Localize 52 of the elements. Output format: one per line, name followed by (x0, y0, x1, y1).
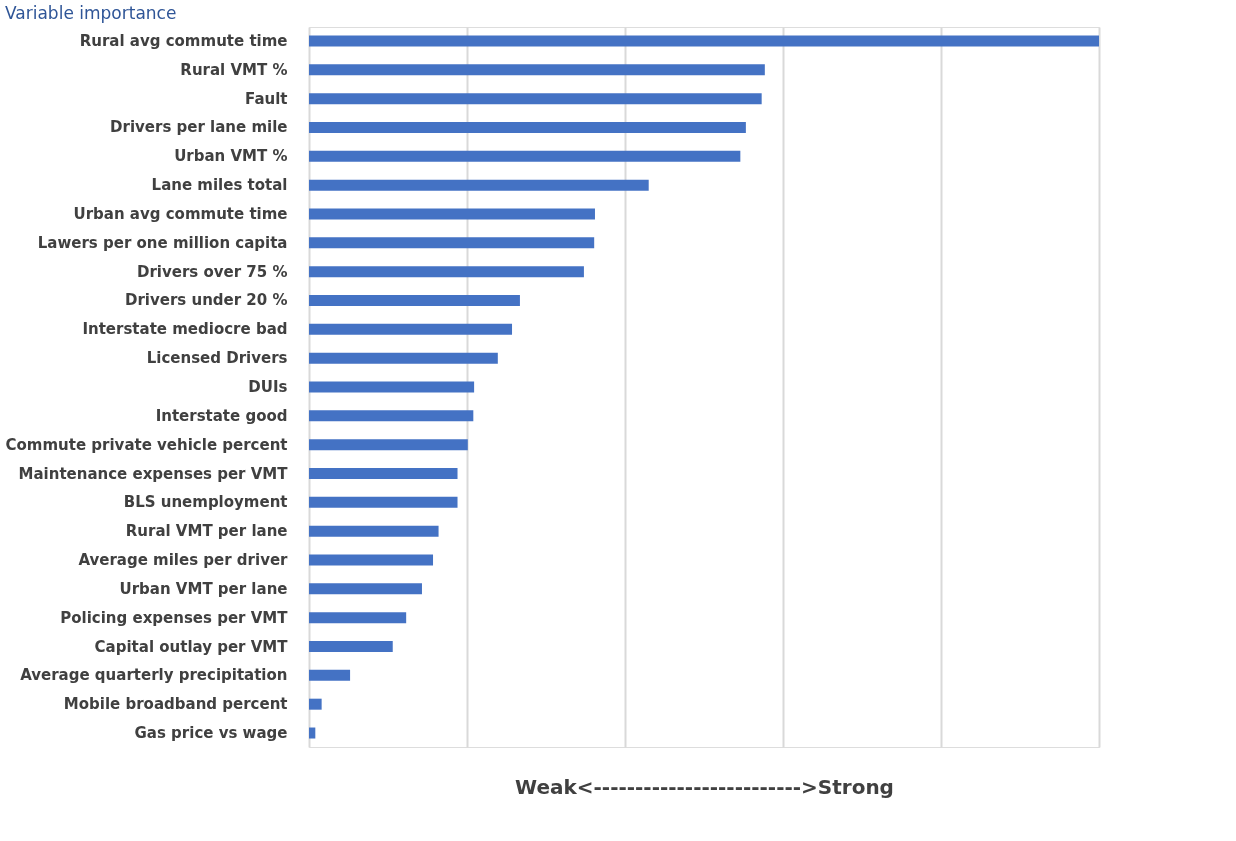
y-tick-label: Rural avg commute time (79, 31, 288, 50)
bar (309, 64, 765, 76)
bar (309, 121, 746, 133)
y-tick-label: Interstate mediocre bad (82, 320, 288, 339)
bar (309, 208, 595, 220)
y-tick-label: BLS unemployment (123, 493, 288, 512)
bar (309, 266, 584, 278)
bar (309, 727, 316, 739)
bar (309, 698, 322, 710)
y-tick-label: Mobile broadband percent (63, 695, 288, 714)
y-tick-label: Urban VMT per lane (119, 579, 288, 598)
x-axis-title: Weak<------------------------->Strong (515, 774, 894, 799)
bar (309, 554, 434, 566)
y-tick-label: Rural VMT % (180, 60, 288, 79)
y-tick-label: Maintenance expenses per VMT (18, 464, 289, 483)
bar (309, 150, 741, 162)
y-tick-label: Drivers over 75 % (137, 262, 288, 281)
y-tick-label: Licensed Drivers (146, 349, 288, 368)
y-tick-label: Lane miles total (151, 176, 288, 195)
bar (309, 352, 498, 364)
bar (309, 179, 649, 191)
y-tick-label: Gas price vs wage (134, 724, 288, 743)
bar (309, 323, 513, 335)
y-tick-label: Policing expenses per VMT (60, 608, 289, 627)
y-tick-label: Commute private vehicle percent (5, 435, 288, 454)
bar (309, 612, 407, 624)
y-tick-label: Capital outlay per VMT (94, 637, 289, 656)
bar (309, 641, 393, 653)
bar (309, 237, 595, 249)
y-tick-label: Average quarterly precipitation (20, 666, 288, 685)
y-tick-label: Average miles per driver (78, 551, 289, 570)
text: Variable importance (5, 3, 177, 23)
y-tick-label: Urban VMT % (174, 147, 288, 166)
bar (309, 496, 458, 508)
bar (309, 439, 468, 451)
bar (309, 525, 439, 537)
y-tick-label: Drivers per lane mile (110, 118, 288, 137)
y-tick-label: Interstate good (155, 406, 288, 425)
y-tick-label: Urban avg commute time (73, 204, 288, 223)
bar (309, 468, 458, 479)
bar (309, 583, 422, 595)
y-tick-label: Rural VMT per lane (125, 522, 288, 541)
bar (309, 295, 520, 306)
bar (309, 381, 475, 393)
y-tick-label: Fault (245, 89, 288, 108)
bar (309, 669, 351, 681)
bar (309, 410, 474, 422)
y-tick-label: Lawers per one million capita (37, 233, 288, 252)
y-tick-label: Drivers under 20 % (124, 291, 288, 310)
bar (309, 93, 762, 105)
y-tick-label: DUIs (248, 378, 288, 396)
bar (309, 35, 1099, 47)
